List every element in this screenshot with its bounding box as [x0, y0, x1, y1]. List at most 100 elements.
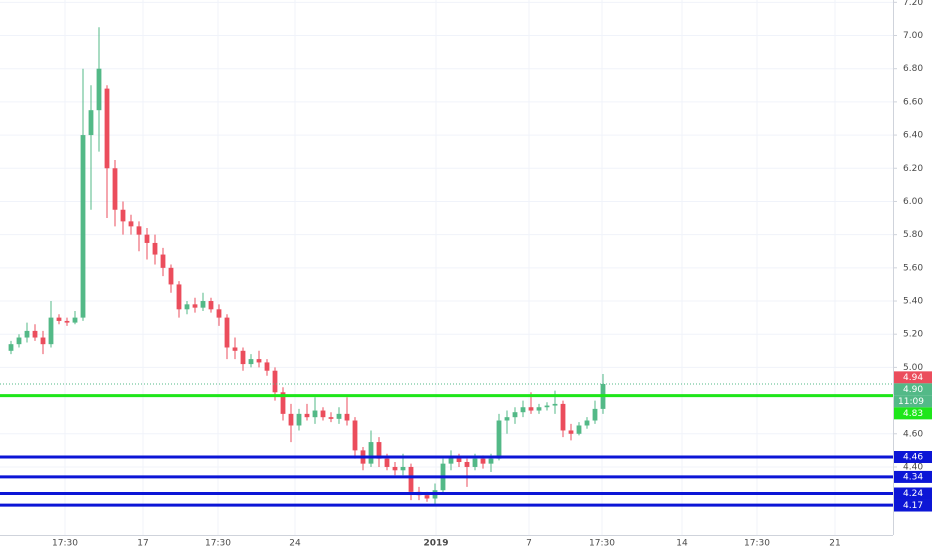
candle-body	[368, 442, 374, 464]
candle-body	[528, 407, 534, 411]
candle-body	[264, 362, 270, 371]
x-tick-label: 17:30	[744, 539, 770, 549]
candle-body	[576, 425, 582, 434]
candle-body	[344, 413, 350, 421]
y-tick-label: 7.20	[903, 0, 923, 8]
candle-body	[392, 466, 398, 471]
candle-body	[552, 403, 558, 406]
candle-body	[64, 320, 70, 323]
x-tick-label: 17:30	[589, 539, 615, 549]
y-tick-label: 5.00	[903, 363, 923, 373]
price-label-box	[894, 499, 932, 512]
candle-body	[376, 442, 382, 459]
price-label: 4.83	[903, 409, 923, 419]
price-label: 4.17	[903, 501, 923, 511]
candle-body	[144, 234, 150, 243]
candle-body	[160, 254, 166, 268]
candle-body	[488, 458, 494, 464]
candle-body	[544, 405, 550, 408]
candle-body	[32, 330, 38, 338]
candle-body	[296, 413, 302, 426]
y-tick-label: 6.20	[903, 164, 923, 174]
candle-body	[328, 417, 334, 419]
price-label: 4.46	[903, 453, 923, 463]
candle-body	[40, 337, 46, 345]
candle-body	[248, 359, 254, 365]
candle-body	[568, 430, 574, 434]
x-tick-label: 2019	[423, 539, 448, 549]
x-tick-label: 17	[137, 539, 148, 549]
price-label: 4.34	[903, 472, 923, 482]
x-tick-label: 17:30	[52, 539, 78, 549]
y-tick-label: 6.60	[903, 97, 923, 107]
candle-body	[240, 350, 246, 365]
candle-body	[536, 407, 542, 411]
candle-body	[200, 301, 206, 308]
candle-body	[320, 410, 326, 418]
candle-body	[272, 370, 278, 393]
candle-body	[400, 466, 406, 471]
x-tick-label: 7	[526, 539, 532, 549]
price-label-box	[894, 371, 932, 384]
candle-body	[216, 309, 222, 318]
candle-body	[232, 347, 238, 351]
candle-body	[480, 458, 486, 464]
candle-body	[176, 284, 182, 310]
price-label-box	[894, 383, 932, 396]
candle-body	[24, 330, 30, 338]
candle-body	[424, 495, 430, 499]
candle-body	[88, 110, 94, 136]
candle-body	[136, 226, 142, 235]
candle-body	[256, 359, 262, 363]
candle-body	[504, 417, 510, 421]
price-label: 4.90	[903, 385, 923, 395]
candle-body	[560, 403, 566, 431]
candle-body	[80, 135, 86, 318]
price-label-box	[894, 407, 932, 420]
candle-body	[48, 317, 54, 345]
x-tick-label: 24	[289, 539, 301, 549]
candle-body	[280, 392, 286, 414]
y-tick-label: 6.40	[903, 131, 923, 141]
y-tick-label: 5.80	[903, 230, 923, 240]
candle-body	[312, 410, 318, 418]
y-tick-label: 5.40	[903, 297, 923, 307]
price-label-box	[894, 470, 932, 483]
candle-body	[456, 457, 462, 462]
candle-body	[464, 461, 470, 467]
y-tick-label: 5.60	[903, 263, 923, 273]
countdown-box	[894, 395, 932, 408]
candle-body	[120, 209, 126, 222]
candle-body	[96, 68, 102, 111]
candle-body	[384, 458, 390, 467]
candle-body	[584, 420, 590, 426]
candle-body	[512, 412, 518, 418]
y-tick-label: 6.80	[903, 64, 923, 74]
countdown-label: 11:09	[898, 397, 924, 407]
candle-body	[592, 408, 598, 421]
candle-body	[352, 420, 358, 451]
candle-body	[208, 301, 214, 310]
candle-body	[16, 337, 22, 345]
price-label: 4.24	[903, 489, 923, 499]
candle-body	[152, 242, 158, 255]
x-tick-label: 21	[829, 539, 840, 549]
candle-body	[192, 304, 198, 308]
candle-body	[112, 168, 118, 210]
candle-body	[472, 458, 478, 467]
candle-body	[184, 304, 190, 310]
price-label-box	[894, 487, 932, 500]
candle-body	[104, 88, 110, 169]
candle-body	[520, 407, 526, 413]
y-tick-label: 7.00	[903, 31, 923, 41]
candle-body	[224, 317, 230, 348]
candle-body	[304, 413, 310, 418]
candle-body	[72, 317, 78, 323]
candle-body	[128, 221, 134, 227]
price-label-box	[894, 451, 932, 464]
candle-body	[168, 267, 174, 285]
x-tick-label: 17:30	[205, 539, 231, 549]
candle-body	[336, 413, 342, 419]
